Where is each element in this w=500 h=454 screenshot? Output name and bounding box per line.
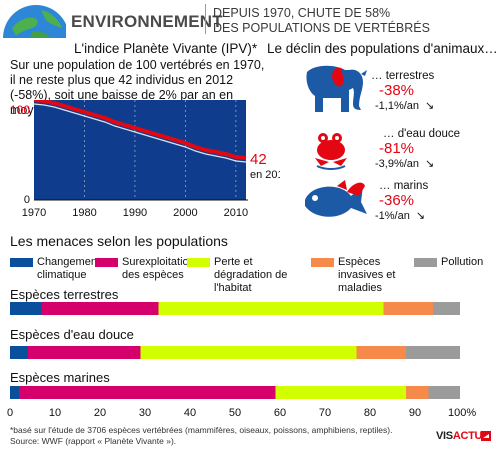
bar-segment	[428, 386, 460, 399]
legend-swatch	[311, 258, 334, 267]
ipv-end-label: en 2012	[250, 169, 280, 181]
decline-group-pct: -38%	[379, 82, 415, 99]
bar-x-tick-label: 20	[94, 407, 106, 419]
page-title: ENVIRONNEMENT	[71, 12, 223, 31]
bar-segment	[383, 302, 433, 315]
subtitle-line-2: DES POPULATIONS DE VERTÉBRÉS	[213, 21, 430, 35]
subtitle-line-1: DEPUIS 1970, CHUTE DE 58%	[213, 6, 391, 20]
bar-segment	[10, 302, 42, 315]
decline-group: … d'eau douce -81% -3,9%/an ↘	[371, 128, 496, 170]
legend-swatch	[414, 258, 437, 267]
ipv-x-tick-label: 2000	[173, 207, 197, 219]
bar-segment	[28, 346, 141, 359]
legend-label: Changement climatique	[37, 256, 100, 281]
decline-group: … marins -36% -1%/an ↘	[371, 180, 496, 222]
visactu-logo: VISACTU	[436, 430, 483, 442]
legend-item: Changement climatique	[10, 256, 100, 282]
legend-label: Perte et dégradation de l'habitat	[214, 256, 288, 294]
frog-icon	[315, 133, 347, 170]
bar-x-tick-label: 60	[274, 407, 286, 419]
bar-x-tick-label: 30	[139, 407, 151, 419]
footnote-line-1: *basé sur l'étude de 3706 espèces vertéb…	[10, 425, 393, 435]
decline-group-rate: -1%/an ↘	[375, 210, 426, 222]
ipv-start-value: 100	[10, 103, 30, 117]
header-divider	[205, 4, 206, 34]
decline-group-label: … d'eau douce	[383, 128, 461, 140]
header: ENVIRONNEMENT DEPUIS 1970, CHUTE DE 58% …	[0, 0, 500, 38]
bar-segment	[158, 302, 384, 315]
arrow-down-right-icon: ↘	[425, 158, 435, 170]
decline-group-pct: -81%	[379, 140, 415, 157]
decline-group-pct: -36%	[379, 192, 415, 209]
legend-swatch	[10, 258, 33, 267]
legend-swatch	[187, 258, 210, 267]
decline-group-rate: -3,9%/an ↘	[375, 158, 435, 170]
bar-x-tick-label: 100%	[448, 407, 476, 419]
species-label: Espèces terrestres	[10, 287, 119, 302]
bar-x-tick-label: 70	[319, 407, 331, 419]
decline-group: … terrestres -38% -1,1%/an ↘	[371, 70, 496, 112]
decline-title: Le déclin des populations d'animaux…	[267, 41, 498, 56]
legend-label: Espèces invasives et maladies	[338, 256, 396, 294]
threats-legend: Changement climatique Surexploitation des…	[10, 256, 495, 294]
decline-group-rate: -1,1%/an ↘	[375, 100, 435, 112]
bar-x-tick-label: 50	[229, 407, 241, 419]
ipv-description: Sur une population de 100 vertébrés en 1…	[10, 58, 265, 117]
bar-segment	[433, 302, 460, 315]
decline-group-label: … marins	[379, 180, 429, 192]
ipv-x-tick-label: 1990	[123, 207, 147, 219]
logo-part-1: VIS	[436, 430, 453, 442]
arrow-down-right-icon: ↘	[425, 100, 435, 112]
ipv-title: L'indice Planète Vivante (IPV)*	[74, 41, 258, 56]
bar-x-tick-label: 90	[409, 407, 421, 419]
bar-segment	[10, 386, 19, 399]
footnote-source: Source: WWF (rapport « Planète Vivante »…	[10, 436, 177, 446]
ipv-confidence-line	[33, 103, 247, 163]
ipv-x-tick-label: 1970	[22, 207, 46, 219]
legend-item: Surexploitation des espèces	[95, 256, 195, 282]
ipv-x-tick-label: 2010	[224, 207, 248, 219]
bar-x-tick-label: 10	[49, 407, 61, 419]
bar-x-tick-label: 80	[364, 407, 376, 419]
bar-x-tick-label: 40	[184, 407, 196, 419]
legend-item: Perte et dégradation de l'habitat	[187, 256, 311, 295]
fish-icon	[305, 180, 367, 217]
legend-label: Surexploitation des espèces	[122, 256, 195, 281]
elephant-icon	[306, 65, 367, 112]
logo-part-2: ACTU	[452, 430, 483, 442]
bar-segment	[41, 302, 159, 315]
bar-segment	[406, 346, 460, 359]
globe-icon	[3, 5, 66, 38]
ipv-y-zero: 0	[24, 194, 30, 206]
ipv-series-line	[33, 100, 247, 160]
ipv-x-tick-label: 1980	[72, 207, 96, 219]
legend-item: Espèces invasives et maladies	[311, 256, 413, 295]
species-label: Espèces marines	[10, 370, 110, 385]
bar-segment	[275, 386, 406, 399]
header-subtitle: DEPUIS 1970, CHUTE DE 58% DES POPULATION…	[213, 6, 430, 36]
legend-swatch	[95, 258, 118, 267]
bar-segment	[356, 346, 406, 359]
footnote: *basé sur l'étude de 3706 espèces vertéb…	[10, 425, 392, 447]
bar-segment	[19, 386, 276, 399]
bar-segment	[10, 346, 28, 359]
bar-segment	[406, 386, 429, 399]
ipv-line-chart: 100 0 42 en 2012 1970 1980 1990 2000 2010	[10, 100, 280, 219]
legend-item: Pollution	[414, 256, 494, 269]
threats-bar-chart: 0 10 20 30 40 50 60 70 80 90 100%	[7, 302, 476, 419]
decline-group-label: … terrestres	[371, 70, 435, 82]
logo-mark-icon	[481, 431, 491, 441]
legend-label: Pollution	[441, 256, 484, 268]
ipv-end-value: 42	[250, 151, 267, 168]
bar-segment	[140, 346, 357, 359]
threats-title: Les menaces selon les populations	[10, 233, 228, 249]
bar-x-tick-label: 0	[7, 407, 13, 419]
arrow-down-right-icon: ↘	[415, 210, 426, 222]
species-label: Espèces d'eau douce	[10, 327, 134, 342]
